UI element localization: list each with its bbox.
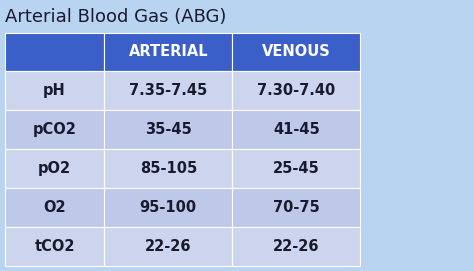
Bar xyxy=(5,188,104,227)
Text: ARTERIAL: ARTERIAL xyxy=(128,44,208,59)
Bar xyxy=(232,110,360,149)
Bar xyxy=(104,110,232,149)
Bar xyxy=(5,227,104,266)
Bar xyxy=(5,110,104,149)
Bar xyxy=(5,71,104,110)
Text: 95-100: 95-100 xyxy=(140,200,197,215)
Text: 7.30-7.40: 7.30-7.40 xyxy=(257,83,336,98)
Bar xyxy=(104,33,232,71)
Text: 70-75: 70-75 xyxy=(273,200,319,215)
Bar xyxy=(104,149,232,188)
Text: 7.35-7.45: 7.35-7.45 xyxy=(129,83,208,98)
Text: O2: O2 xyxy=(43,200,66,215)
Text: pO2: pO2 xyxy=(38,161,71,176)
Bar xyxy=(104,71,232,110)
Bar xyxy=(232,33,360,71)
Bar xyxy=(104,227,232,266)
Text: 85-105: 85-105 xyxy=(140,161,197,176)
Bar xyxy=(232,149,360,188)
Bar xyxy=(232,71,360,110)
Text: Arterial Blood Gas (ABG): Arterial Blood Gas (ABG) xyxy=(5,8,226,26)
Bar xyxy=(5,33,104,71)
Text: VENOUS: VENOUS xyxy=(262,44,331,59)
Text: 22-26: 22-26 xyxy=(145,239,191,254)
Text: 35-45: 35-45 xyxy=(145,122,191,137)
Text: pH: pH xyxy=(43,83,66,98)
Bar xyxy=(5,149,104,188)
Text: 25-45: 25-45 xyxy=(273,161,319,176)
Bar xyxy=(232,227,360,266)
Bar xyxy=(104,188,232,227)
Text: 41-45: 41-45 xyxy=(273,122,319,137)
Text: tCO2: tCO2 xyxy=(34,239,75,254)
Text: 22-26: 22-26 xyxy=(273,239,319,254)
Bar xyxy=(232,188,360,227)
Text: pCO2: pCO2 xyxy=(33,122,76,137)
